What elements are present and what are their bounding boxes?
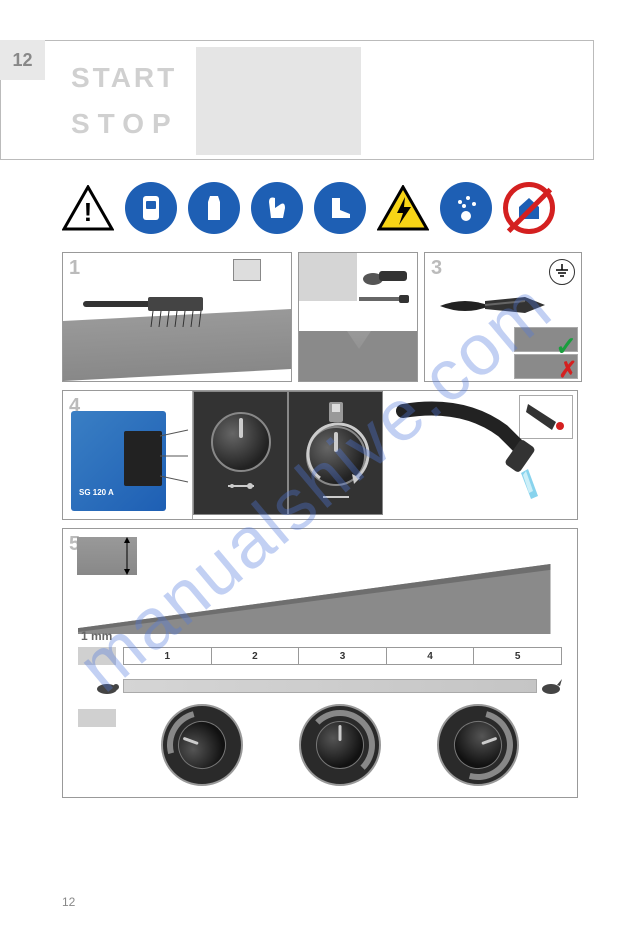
fumes-icon xyxy=(440,182,492,234)
wire-brush-icon xyxy=(83,293,243,353)
panel-row-1: 1 2 3 xyxy=(62,252,589,382)
boots-icon xyxy=(314,182,366,234)
stop-label: STOP xyxy=(71,108,193,140)
welding-machine: SG 120 A xyxy=(71,411,166,511)
x-icon: ✗ xyxy=(559,357,577,382)
dial-position-high xyxy=(437,704,519,786)
gloves-icon xyxy=(251,182,303,234)
scale-cell: 3 xyxy=(299,648,387,664)
footer-page-number: 12 xyxy=(62,895,75,909)
step-num-1: 1 xyxy=(69,257,80,280)
start-stop-block: START STOP xyxy=(63,47,193,155)
angle-grinder-icon xyxy=(361,259,411,289)
header-gray-panel xyxy=(196,47,361,155)
panel-machine-setup: 4 SG 120 A xyxy=(62,390,578,520)
dial-icon-box xyxy=(78,709,116,727)
panel-row-3: 5 1 mm 1 2 3 4 5 xyxy=(62,528,589,798)
panel-row-2: 4 SG 120 A xyxy=(62,390,589,520)
turtle-icon xyxy=(95,679,119,695)
thickness-wedge xyxy=(78,564,551,634)
power-dial-block xyxy=(193,391,288,515)
toggle-switch-icon xyxy=(325,402,347,422)
welding-torch-icon xyxy=(383,401,563,516)
page-tab: 12 xyxy=(0,40,45,80)
machine-control-panel xyxy=(124,431,162,486)
ground-symbol-icon xyxy=(549,259,575,285)
panel-clean-brush: 1 xyxy=(62,252,292,382)
ground-clamp-icon xyxy=(435,291,565,321)
svg-text:!: ! xyxy=(84,197,93,227)
start-label: START xyxy=(71,62,193,94)
warning-icon: ! xyxy=(62,185,114,231)
brush-small-icon xyxy=(233,259,261,281)
no-outdoor-icon xyxy=(503,182,555,234)
thickness-min-label: 1 mm xyxy=(81,629,112,643)
face-shield-icon xyxy=(125,182,177,234)
power-dial-icon xyxy=(211,412,271,472)
speed-gradient-bar xyxy=(123,679,537,693)
panel-settings-chart: 5 1 mm 1 2 3 4 5 xyxy=(62,528,578,798)
electric-icon xyxy=(377,185,429,231)
scale-cell: 5 xyxy=(474,648,561,664)
workpiece-bevel xyxy=(299,331,417,381)
power-scale-row: 1 2 3 4 5 xyxy=(123,647,562,665)
header-block: 12 START STOP xyxy=(0,40,594,160)
machine-model-label: SG 120 A xyxy=(79,488,114,497)
power-scale-icon xyxy=(226,478,256,494)
callout-lines-icon xyxy=(160,426,190,486)
dial-position-mid xyxy=(299,704,381,786)
step-num-3: 3 xyxy=(431,257,442,280)
rabbit-icon xyxy=(539,677,563,695)
power-icon-box xyxy=(78,647,116,665)
file-tool-icon xyxy=(359,295,409,303)
safety-icons-row: ! xyxy=(62,182,589,234)
panel-grind-prep: 2 xyxy=(298,252,418,382)
wire-speed-dial-icon xyxy=(306,426,366,486)
scale-cell: 2 xyxy=(212,648,300,664)
dial-position-low xyxy=(161,704,243,786)
scale-cell: 1 xyxy=(124,648,212,664)
dial-positions-row xyxy=(133,701,547,789)
wire-dial-block xyxy=(288,391,383,515)
torch-area xyxy=(383,391,577,519)
scale-cell: 4 xyxy=(387,648,475,664)
apron-icon xyxy=(188,182,240,234)
panel-ground-clamp: 3 ✓ ✗ xyxy=(424,252,582,382)
subpanel-bg xyxy=(299,253,357,301)
